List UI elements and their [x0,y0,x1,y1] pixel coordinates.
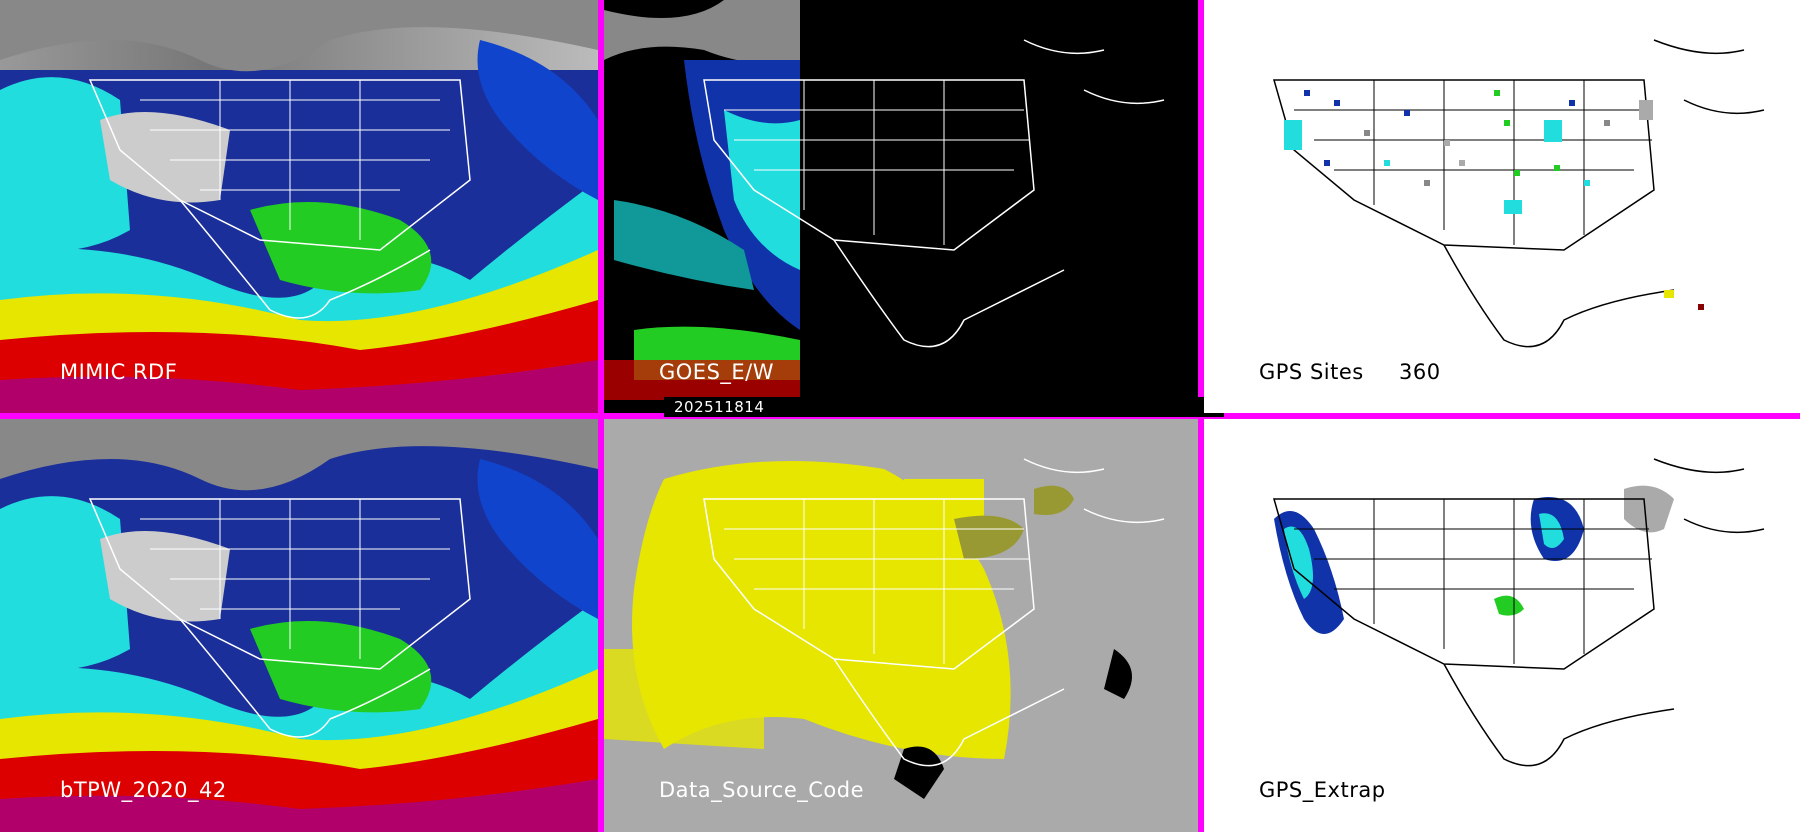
panel-goes-ew[interactable]: GOES_E/W [604,0,1198,413]
panel-label-gps-extrap: GPS_Extrap [1259,778,1386,802]
panel-mimic-rdf[interactable]: MIMIC RDF [0,0,598,413]
panel-gps-sites[interactable]: GPS Sites 360 [1204,0,1800,413]
gps-sites-count: 360 [1399,360,1441,384]
panel-gps-extrap[interactable]: GPS_Extrap [1204,419,1800,832]
panel-btpw[interactable]: bTPW_2020_42 [0,419,598,832]
panel-label-btpw: bTPW_2020_42 [60,778,227,802]
timestamp-bar: 202511814 [664,397,1224,417]
panel-label-data-source-code: Data_Source_Code [659,778,865,802]
panel-label-goes-ew: GOES_E/W [659,360,775,384]
panel-label-mimic-rdf: MIMIC RDF [60,360,178,384]
panel-data-source-code[interactable]: Data_Source_Code [604,419,1198,832]
panel-label-gps-sites: GPS Sites [1259,360,1364,384]
gps-site-markers [1284,90,1704,310]
